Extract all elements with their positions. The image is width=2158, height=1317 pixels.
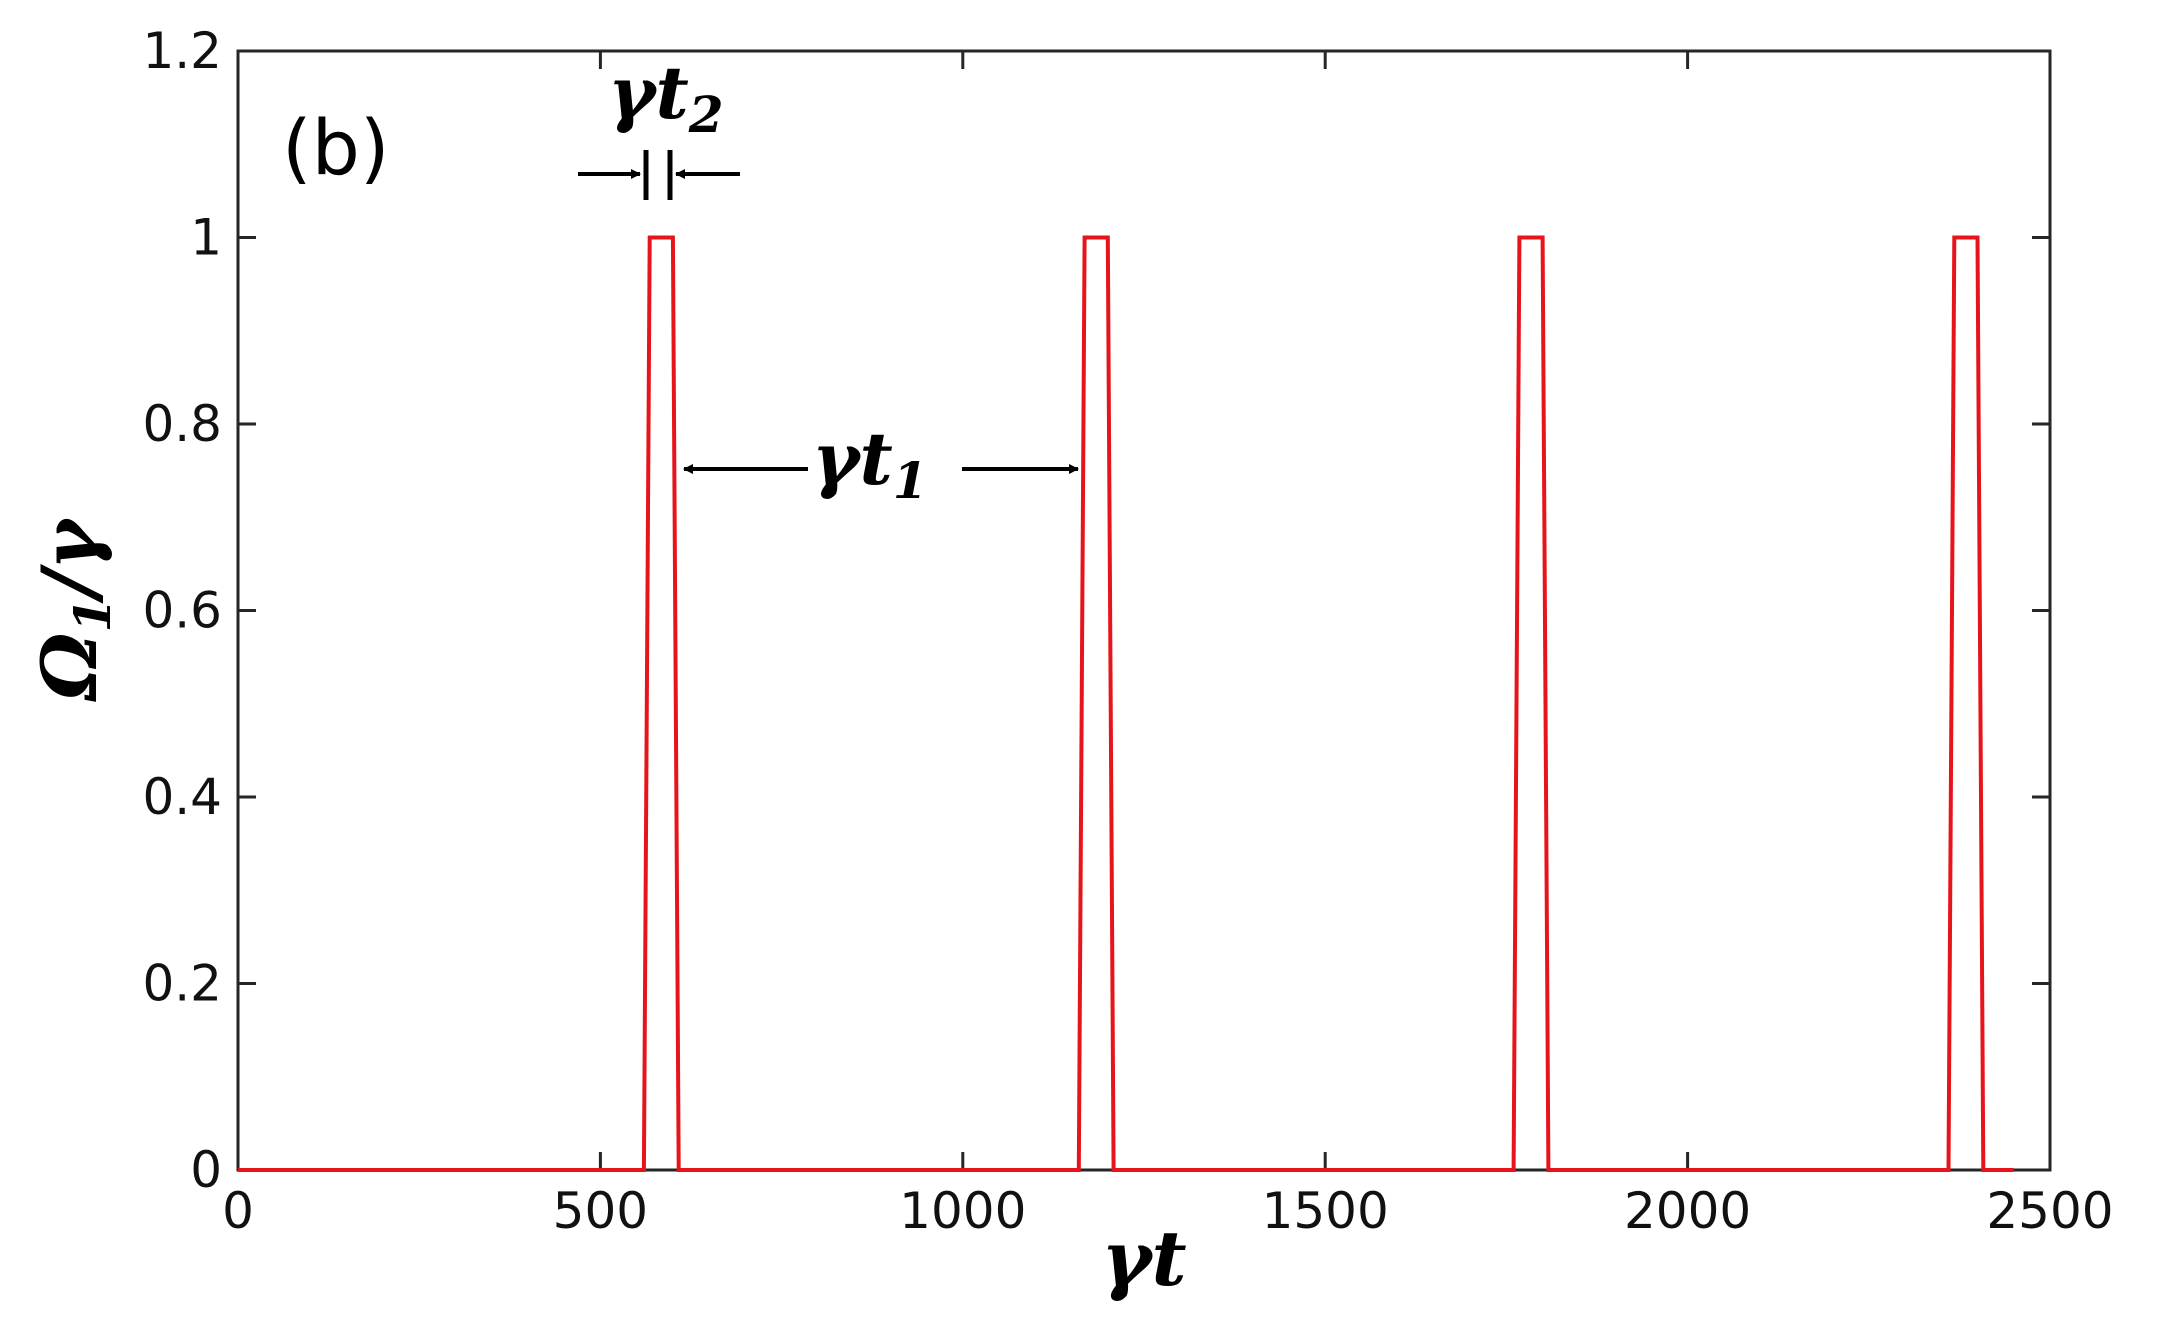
x-tick-label: 2000 (1624, 1182, 1751, 1240)
y-tick-label: 0 (190, 1141, 222, 1199)
y-tick-label: 0.4 (142, 768, 222, 826)
x-tick-label: 1000 (899, 1182, 1026, 1240)
y-tick-label: 1 (190, 209, 222, 267)
annotation-pulse-spacing-main: γt (812, 416, 893, 501)
y-tick-label: 0.2 (142, 955, 222, 1013)
y-tick-label: 1.2 (142, 22, 222, 80)
x-tick-label: 2500 (1986, 1182, 2113, 1240)
series-line (238, 235, 2014, 1172)
x-axis-ticks: 0 500 1000 1500 2000 2500 (222, 51, 2114, 1240)
x-tick-label: 500 (553, 1182, 648, 1240)
panel-label: (b) (282, 103, 390, 192)
x-axis-label: γt (1101, 1214, 1186, 1303)
y-tick-label: 0.6 (142, 582, 222, 640)
annotation-pulse-width-sub: 2 (688, 85, 724, 144)
y-axis-label-main: Ω (25, 633, 114, 703)
x-tick-label: 1500 (1262, 1182, 1389, 1240)
y-axis-label-sub: 1 (63, 598, 122, 633)
annotation-pulse-width-main: γt (608, 50, 689, 135)
x-tick-label: 0 (222, 1182, 254, 1240)
y-tick-label: 0.8 (142, 395, 222, 453)
plot-area (236, 49, 2052, 1172)
y-axis-ticks: 0 0.2 0.4 0.6 0.8 1 1.2 (142, 22, 2050, 1199)
x-axis-label-main: γt (1101, 1214, 1186, 1303)
y-axis-label: Ω1/γ (25, 516, 122, 702)
annotation-pulse-spacing-sub: 1 (893, 451, 928, 510)
annotation-pulse-spacing-label: γt1 (812, 416, 928, 510)
y-axis-label-tail: /γ (25, 516, 114, 605)
annotation-pulse-width-label: γt2 (608, 50, 724, 144)
